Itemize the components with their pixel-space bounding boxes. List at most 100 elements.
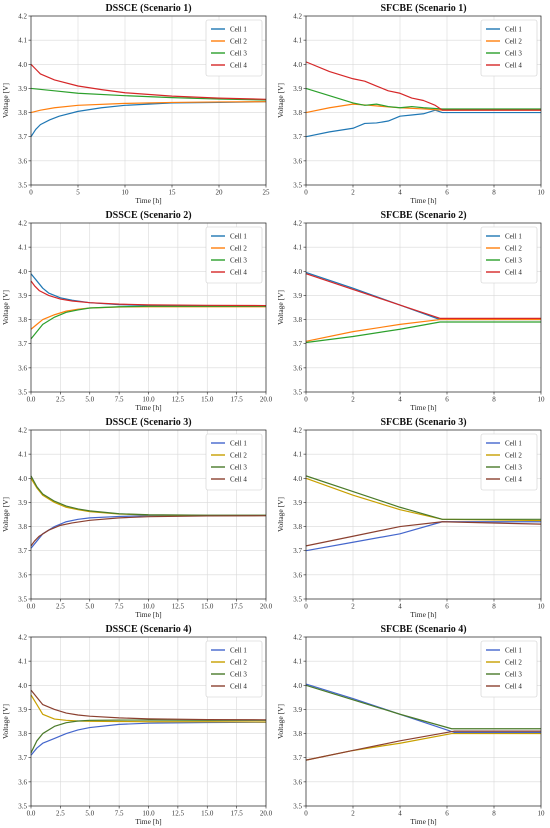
chart-svg: 0 2 4 6 8 10 3.5 3.6 3.7 3.8 3.9 4.0 4.1 4.2 SFCBE (Sc… <box>276 3 545 205</box>
legend: Cell 1 Cell 2 Cell 3 Cell 4 <box>205 433 263 491</box>
y-tick-label: 3.7 <box>18 133 27 141</box>
y-tick-label: 4.2 <box>18 634 27 642</box>
y-tick-label: 4.2 <box>293 13 302 21</box>
legend: Cell 1 Cell 2 Cell 3 Cell 4 <box>480 433 538 491</box>
legend-label: Cell 2 <box>230 38 247 46</box>
y-tick-label: 4.0 <box>18 475 27 483</box>
legend-label: Cell 3 <box>230 464 247 472</box>
x-tick-label: 0 <box>304 603 308 611</box>
x-tick-label: 10.0 <box>142 810 155 818</box>
legend-label: Cell 4 <box>230 476 247 484</box>
y-tick-label: 4.0 <box>293 682 302 690</box>
y-tick-label: 3.9 <box>293 706 302 714</box>
legend-label: Cell 3 <box>230 257 247 265</box>
x-tick-label: 8 <box>492 603 496 611</box>
y-tick-label: 4.1 <box>293 244 302 252</box>
chart-title: DSSCE (Scenario 2) <box>105 210 191 221</box>
legend-label: Cell 4 <box>505 62 522 70</box>
x-axis-label: Time [h] <box>410 403 436 412</box>
x-tick-label: 0 <box>29 189 33 197</box>
legend-label: Cell 3 <box>505 671 522 679</box>
series-line <box>30 101 267 114</box>
series-line <box>30 719 266 754</box>
y-tick-label: 4.1 <box>293 658 302 666</box>
x-axis-label: Time [h] <box>410 817 436 826</box>
x-tick-label: 20.0 <box>260 396 273 404</box>
legend-label: Cell 2 <box>230 452 247 460</box>
legend-box <box>480 19 538 77</box>
legend-box <box>205 19 263 77</box>
y-tick-label: 4.0 <box>293 268 302 276</box>
y-tick-label: 4.1 <box>18 37 27 45</box>
y-tick-label: 3.5 <box>18 182 27 190</box>
y-tick-label: 3.6 <box>293 571 302 579</box>
x-tick-label: 20.0 <box>260 603 273 611</box>
y-tick-label: 4.2 <box>293 220 302 228</box>
y-tick-label: 3.9 <box>18 85 27 93</box>
x-tick-label: 4 <box>398 189 402 197</box>
y-tick-label: 3.5 <box>293 182 302 190</box>
y-tick-label: 4.2 <box>293 634 302 642</box>
legend-box <box>480 226 538 284</box>
series-line <box>305 318 541 342</box>
series-line <box>30 280 267 307</box>
x-tick-label: 20 <box>216 189 224 197</box>
y-tick-label: 3.5 <box>18 803 27 811</box>
y-axis-label: Voltage [V] <box>1 704 10 739</box>
legend-label: Cell 4 <box>505 269 522 277</box>
chart-svg: 0.0 2.5 5.0 7.5 10.0 12.5 15.0 17.5 20.0 3.5 3.6 3.… <box>1 417 273 619</box>
chart-panel: 0 2 4 6 8 10 3.5 3.6 3.7 3.8 3.9 4.0 4.1 4.2 SFCBE (Sc… <box>275 0 550 207</box>
legend-label: Cell 2 <box>505 452 522 460</box>
legend: Cell 1 Cell 2 Cell 3 Cell 4 <box>480 19 538 77</box>
series-line <box>305 87 541 110</box>
axes-frame <box>305 15 542 186</box>
y-axis-label: Voltage [V] <box>1 290 10 325</box>
x-tick-label: 10 <box>538 603 546 611</box>
y-tick-label: 4.1 <box>18 451 27 459</box>
x-tick-label: 10.0 <box>142 396 155 404</box>
x-axis-label: Time [h] <box>135 196 161 205</box>
y-tick-label: 4.2 <box>293 427 302 435</box>
legend: Cell 1 Cell 2 Cell 3 Cell 4 <box>205 226 263 284</box>
legend-label: Cell 3 <box>230 50 247 58</box>
x-tick-label: 12.5 <box>172 396 185 404</box>
legend-label: Cell 1 <box>230 440 247 448</box>
y-tick-label: 3.8 <box>293 109 302 117</box>
y-tick-label: 3.9 <box>18 706 27 714</box>
x-tick-label: 7.5 <box>115 396 124 404</box>
chart-panel: 0 2 4 6 8 10 3.5 3.6 3.7 3.8 3.9 4.0 4.1 4.2 SFCBE (Sc… <box>275 621 550 828</box>
series-line <box>30 305 266 340</box>
chart-panel: 0.0 2.5 5.0 7.5 10.0 12.5 15.0 17.5 20.0 3.5 3.6 3.… <box>0 207 275 414</box>
x-tick-label: 7.5 <box>115 810 124 818</box>
y-tick-label: 3.5 <box>293 596 302 604</box>
chart-title: SFCBE (Scenario 4) <box>380 624 466 635</box>
legend-box <box>205 433 263 491</box>
legend: Cell 1 Cell 2 Cell 3 Cell 4 <box>480 226 538 284</box>
axes-frame <box>305 429 542 600</box>
chart-panel: 0 5 10 15 20 25 3.5 3.6 3.7 3.8 3.9 4.0 4.1 4.2 DSSCE … <box>0 0 275 207</box>
axes-frame <box>305 222 542 393</box>
x-tick-label: 15 <box>169 189 177 197</box>
x-tick-label: 6 <box>445 603 449 611</box>
legend-label: Cell 3 <box>505 257 522 265</box>
legend: Cell 1 Cell 2 Cell 3 Cell 4 <box>205 19 263 77</box>
legend-label: Cell 1 <box>505 440 522 448</box>
x-tick-label: 0 <box>304 810 308 818</box>
y-axis-label: Voltage [V] <box>1 83 10 118</box>
chart-svg: 0.0 2.5 5.0 7.5 10.0 12.5 15.0 17.5 20.0 3.5 3.6 3.… <box>1 624 273 826</box>
x-tick-label: 4 <box>398 396 402 404</box>
x-tick-label: 20.0 <box>260 810 273 818</box>
legend-label: Cell 3 <box>505 50 522 58</box>
y-axis-label: Voltage [V] <box>276 290 285 325</box>
chart-svg: 0 2 4 6 8 10 3.5 3.6 3.7 3.8 3.9 4.0 4.1 4.2 SFCBE (Sc… <box>276 624 545 826</box>
x-tick-label: 2 <box>351 396 355 404</box>
y-tick-label: 3.7 <box>18 340 27 348</box>
x-tick-label: 0.0 <box>27 396 36 404</box>
y-tick-label: 3.8 <box>18 316 27 324</box>
y-tick-label: 4.0 <box>293 61 302 69</box>
y-tick-label: 4.1 <box>18 658 27 666</box>
x-tick-label: 8 <box>492 396 496 404</box>
y-axis-label: Voltage [V] <box>1 497 10 532</box>
y-tick-label: 4.0 <box>18 682 27 690</box>
legend-label: Cell 4 <box>505 683 522 691</box>
